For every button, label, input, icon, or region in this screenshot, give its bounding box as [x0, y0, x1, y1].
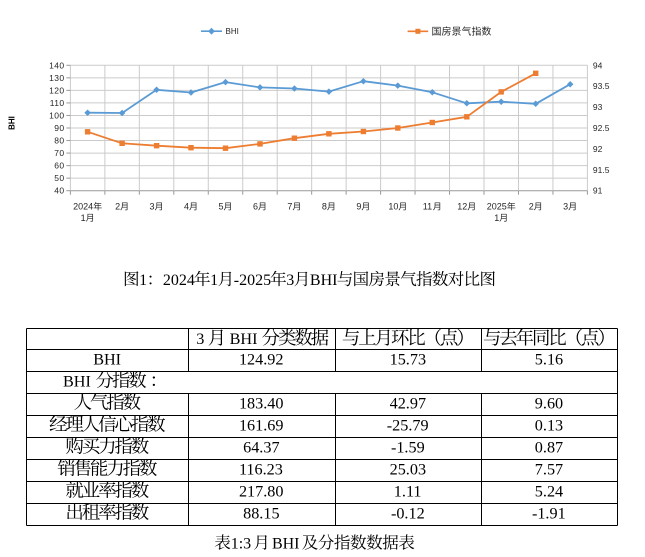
svg-text:BHI: BHI [272, 535, 300, 552]
svg-text:100: 100 [49, 110, 64, 120]
svg-text:-0.12: -0.12 [391, 505, 425, 523]
svg-text:130: 130 [49, 73, 64, 83]
svg-text:25.03: 25.03 [390, 461, 426, 479]
svg-text:2: 2 [115, 202, 120, 212]
svg-text:9.60: 9.60 [535, 395, 563, 413]
svg-text:42.97: 42.97 [390, 395, 426, 413]
svg-text:-1.91: -1.91 [532, 505, 566, 523]
svg-text:120: 120 [49, 85, 64, 95]
svg-text:2025: 2025 [487, 202, 507, 212]
svg-text:3: 3 [563, 202, 568, 212]
svg-text:64.37: 64.37 [243, 439, 279, 457]
svg-text:4: 4 [184, 202, 189, 212]
svg-text:8: 8 [322, 202, 327, 212]
svg-text:94: 94 [593, 60, 603, 70]
svg-text:1.11: 1.11 [394, 483, 422, 501]
svg-text:5: 5 [219, 202, 224, 212]
svg-text:90: 90 [54, 123, 64, 133]
svg-text:-2025: -2025 [234, 272, 271, 289]
svg-text:140: 140 [49, 60, 64, 70]
svg-text:0.87: 0.87 [535, 439, 563, 457]
svg-text:5.16: 5.16 [535, 351, 563, 369]
svg-text:92: 92 [593, 144, 603, 154]
svg-text:6: 6 [253, 202, 258, 212]
svg-text:15.73: 15.73 [390, 351, 426, 369]
svg-text:217.80: 217.80 [239, 483, 284, 501]
svg-text:60: 60 [54, 161, 64, 171]
svg-text:2: 2 [529, 202, 534, 212]
svg-text:116.23: 116.23 [239, 461, 283, 479]
svg-text:BHI: BHI [226, 27, 239, 36]
svg-text:50: 50 [54, 173, 64, 183]
svg-text:-1.59: -1.59 [391, 439, 425, 457]
svg-text:12: 12 [457, 202, 467, 212]
svg-text:5.24: 5.24 [535, 483, 563, 501]
svg-text:92.5: 92.5 [593, 123, 610, 133]
svg-text:93.5: 93.5 [593, 81, 610, 91]
svg-text:1: 1 [139, 272, 147, 289]
svg-text:BHI: BHI [310, 272, 338, 289]
svg-text:93: 93 [593, 102, 603, 112]
svg-text:11: 11 [423, 202, 432, 212]
svg-text:110: 110 [50, 98, 65, 108]
svg-text:7: 7 [287, 202, 292, 212]
svg-text:40: 40 [54, 186, 64, 196]
svg-text:88.15: 88.15 [243, 505, 279, 523]
svg-text:124.92: 124.92 [239, 351, 284, 369]
svg-text:3: 3 [196, 330, 204, 348]
svg-text:BHI: BHI [63, 373, 91, 391]
svg-text:91: 91 [593, 186, 603, 196]
svg-text:9: 9 [356, 202, 361, 212]
svg-text:2024: 2024 [73, 202, 93, 212]
svg-text:1: 1 [494, 213, 499, 223]
svg-text:10: 10 [388, 202, 398, 212]
svg-text:BHI: BHI [8, 116, 17, 130]
svg-text:2024: 2024 [163, 272, 195, 289]
svg-text:80: 80 [54, 136, 64, 146]
svg-text:7.57: 7.57 [535, 461, 563, 479]
svg-text:70: 70 [54, 148, 64, 158]
svg-text:BHI: BHI [230, 330, 258, 348]
svg-text:1:3: 1:3 [231, 535, 251, 552]
svg-text:3: 3 [286, 272, 294, 289]
svg-text:1: 1 [81, 213, 86, 223]
svg-text:161.69: 161.69 [239, 417, 284, 435]
svg-text:1: 1 [210, 272, 218, 289]
svg-text:BHI: BHI [93, 351, 121, 369]
svg-text:91.5: 91.5 [593, 165, 610, 175]
svg-text:3: 3 [150, 202, 155, 212]
svg-text:183.40: 183.40 [239, 395, 284, 413]
svg-text:0.13: 0.13 [535, 417, 563, 435]
svg-text:-25.79: -25.79 [387, 417, 429, 435]
